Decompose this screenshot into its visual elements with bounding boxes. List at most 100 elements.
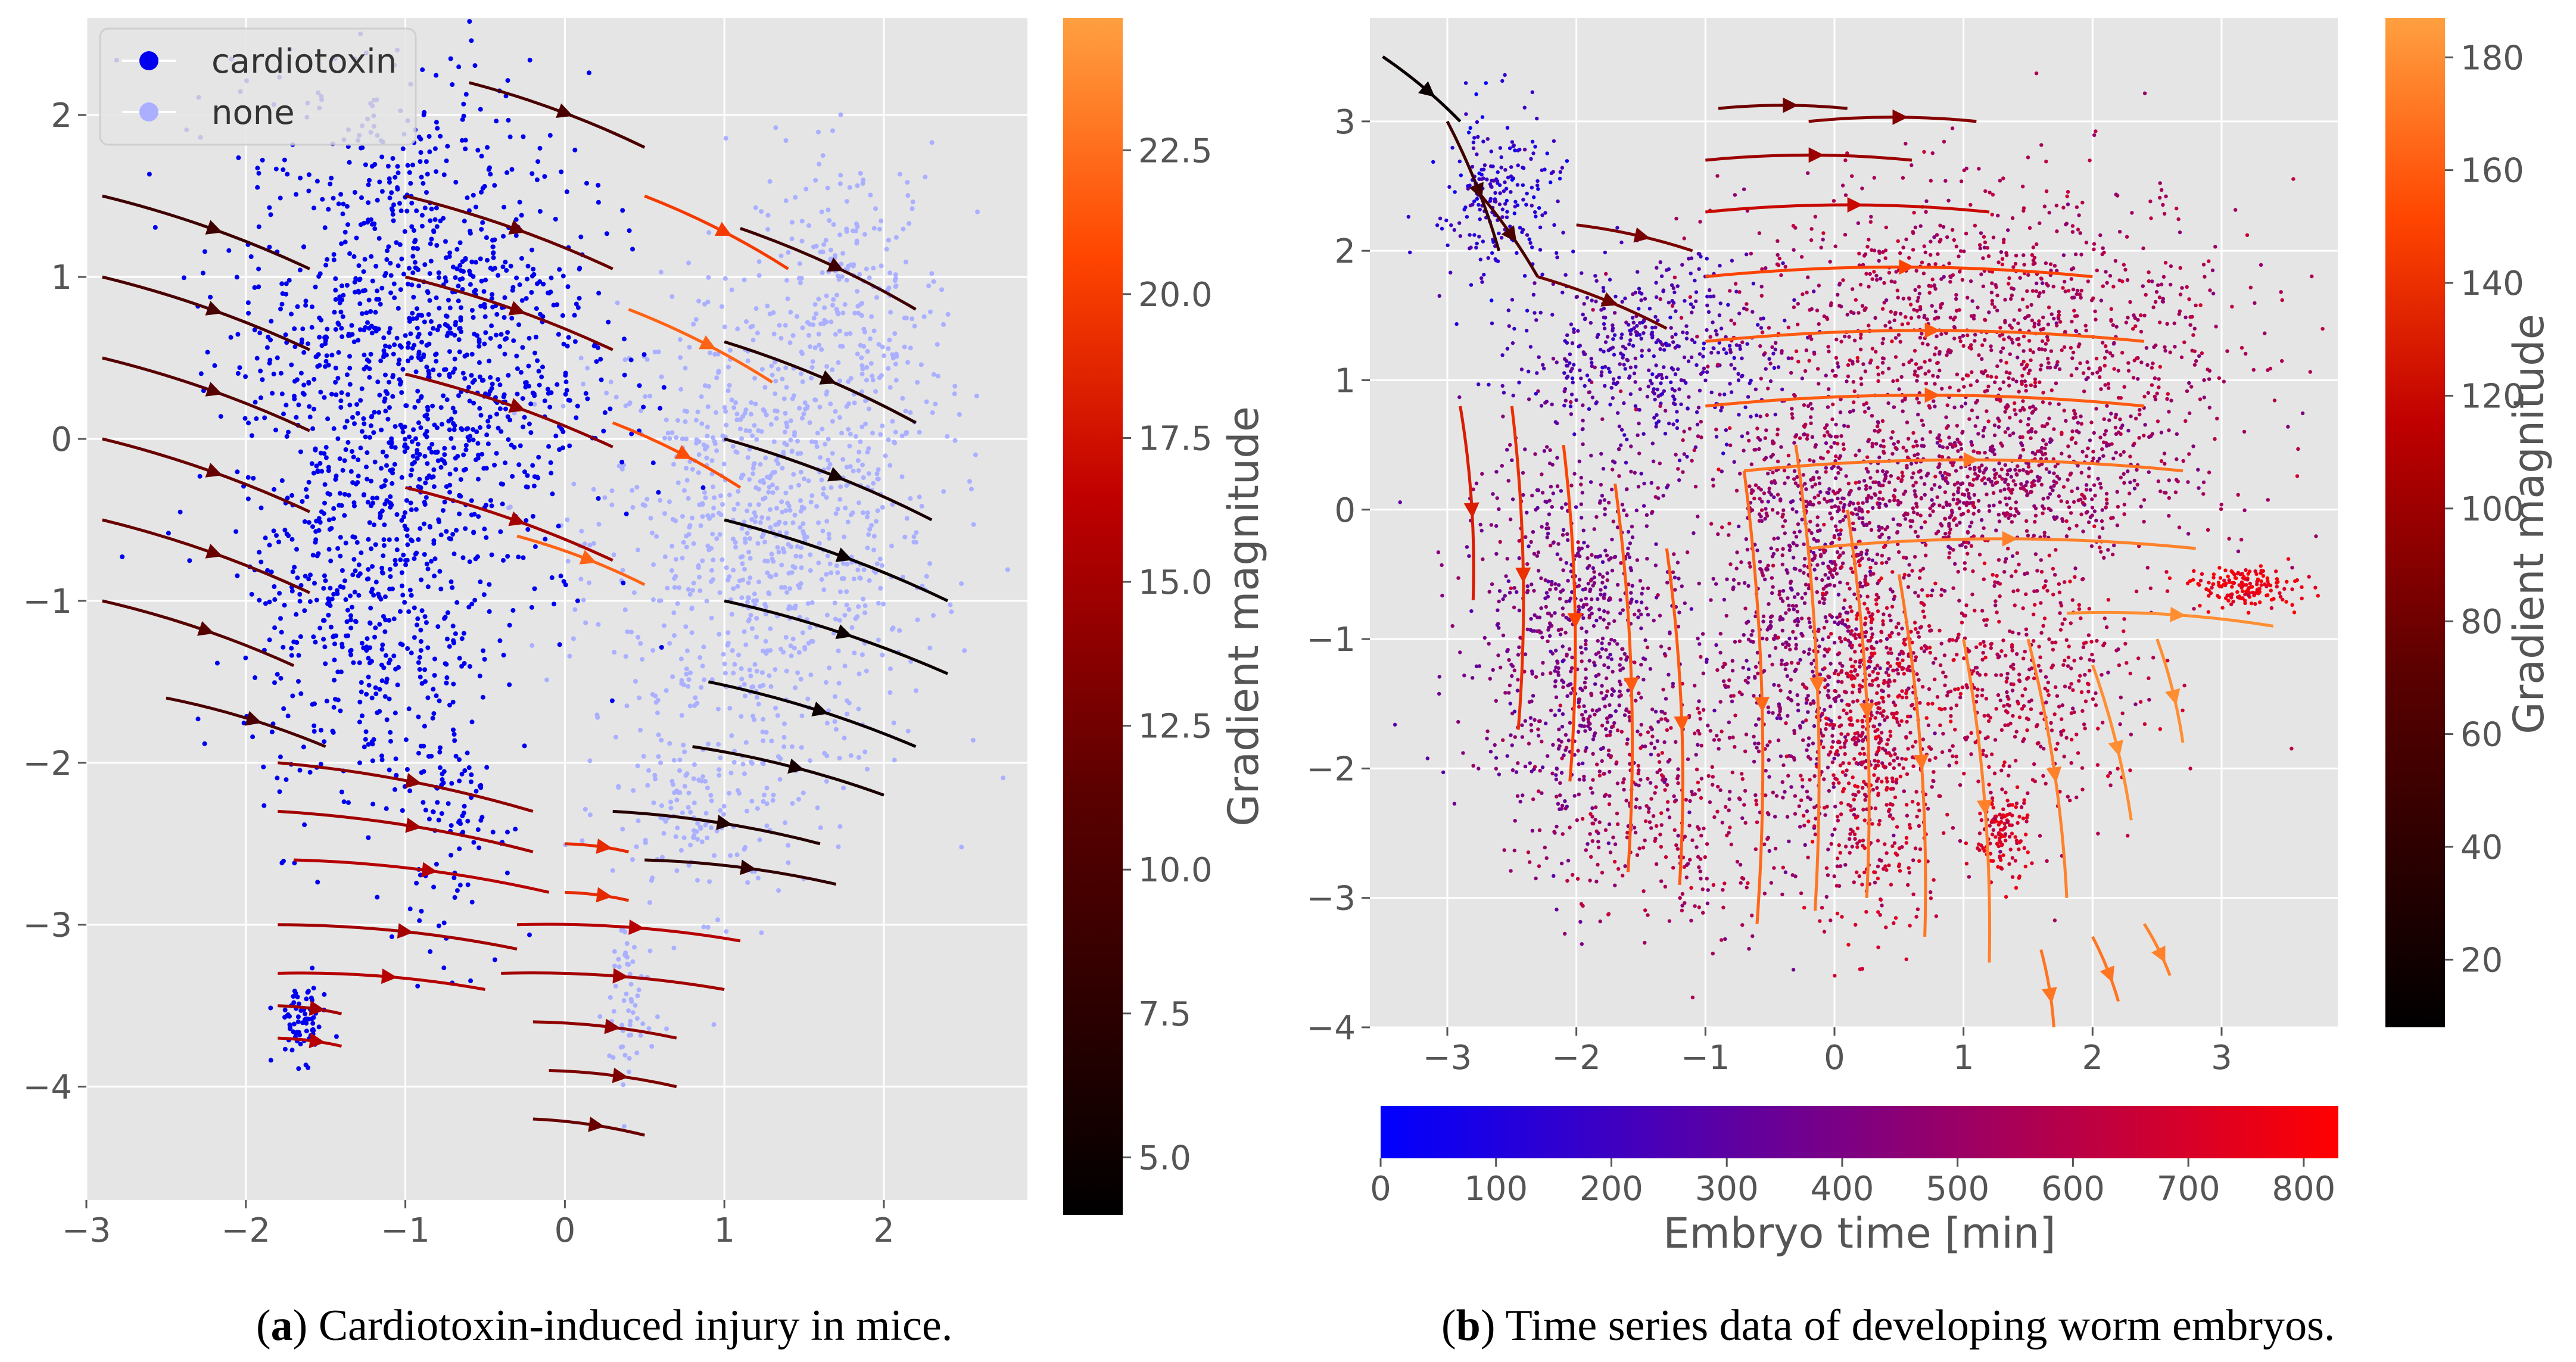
scatter-point: [1498, 146, 1503, 150]
scatter-point: [2210, 268, 2215, 273]
scatter-point: [1809, 238, 1814, 242]
streamline-arrowhead: [309, 1033, 326, 1049]
scatter-point-none: [874, 561, 880, 566]
scatter-point-none: [687, 592, 693, 597]
scatter-point-cardiotoxin: [524, 296, 529, 301]
scatter-point: [1590, 395, 1595, 400]
scatter-point-cardiotoxin: [519, 298, 525, 303]
scatter-point-none: [904, 259, 908, 264]
scatter-point-cardiotoxin: [297, 599, 303, 604]
scatter-point: [1664, 409, 1668, 413]
scatter-point-cardiotoxin: [401, 515, 406, 519]
scatter-point-none: [623, 953, 628, 958]
scatter-point: [2064, 419, 2068, 423]
scatter-point-none: [658, 760, 664, 765]
scatter-point-none: [658, 498, 663, 503]
scatter-point: [1531, 292, 1536, 297]
scatter-point-none: [749, 761, 755, 766]
scatter-point-cardiotoxin: [350, 449, 354, 454]
scatter-point-cardiotoxin: [394, 240, 399, 245]
scatter-point-none: [752, 423, 757, 428]
scatter-point: [2010, 341, 2015, 345]
scatter-point: [2105, 350, 2109, 354]
scatter-point: [2187, 297, 2191, 301]
scatter-point-cardiotoxin: [357, 277, 362, 282]
scatter-point: [1655, 413, 1659, 417]
scatter-point: [1929, 239, 1933, 244]
scatter-point-cardiotoxin: [500, 482, 506, 487]
scatter-point-cardiotoxin: [342, 239, 348, 245]
scatter-point-none: [834, 563, 839, 568]
scatter-point-cardiotoxin: [529, 604, 534, 610]
scatter-point-none: [762, 385, 768, 390]
scatter-point-none: [695, 837, 700, 842]
scatter-point-none: [693, 417, 699, 423]
scatter-point: [1916, 295, 1921, 300]
scatter-point-cardiotoxin: [450, 699, 456, 705]
scatter-point-cardiotoxin: [340, 211, 345, 217]
scatter-point-none: [671, 782, 675, 787]
scatter-point: [1851, 287, 1855, 291]
scatter-point-cardiotoxin: [387, 180, 392, 185]
scatter-point-cardiotoxin: [363, 162, 368, 167]
scatter-point: [2161, 297, 2165, 301]
scatter-point-cardiotoxin: [434, 862, 439, 867]
scatter-point-none: [789, 236, 795, 242]
scatter-point-cardiotoxin: [437, 698, 442, 703]
scatter-point-cardiotoxin: [513, 827, 518, 832]
scatter-point: [1537, 355, 1541, 359]
scatter-point-cardiotoxin: [370, 802, 376, 807]
scatter-point-cardiotoxin: [535, 358, 540, 363]
scatter-point: [1701, 370, 1705, 375]
scatter-point: [2042, 204, 2047, 208]
scatter-point-cardiotoxin: [295, 575, 300, 581]
scatter-point: [2147, 270, 2151, 275]
scatter-point-none: [629, 629, 634, 635]
scatter-point: [2113, 258, 2118, 263]
scatter-point: [1527, 397, 1531, 401]
scatter-point-cardiotoxin: [294, 547, 299, 552]
scatter-point: [1985, 374, 1990, 378]
scatter-point-cardiotoxin: [333, 366, 338, 370]
scatter-point: [2055, 323, 2059, 328]
x-tick-label: −3: [62, 1211, 111, 1250]
scatter-point-cardiotoxin: [528, 430, 534, 435]
scatter-point: [1494, 200, 1498, 204]
scatter-point: [1693, 278, 1697, 283]
scatter-point-cardiotoxin: [382, 396, 388, 401]
scatter-point: [1932, 283, 1936, 288]
scatter-point-none: [752, 717, 757, 722]
scatter-point-cardiotoxin: [438, 532, 444, 538]
scatter-point-cardiotoxin: [321, 637, 326, 642]
scatter-point-none: [926, 283, 932, 289]
scatter-point-none: [764, 801, 770, 806]
scatter-point-cardiotoxin: [606, 319, 611, 325]
scatter-point-cardiotoxin: [334, 633, 338, 638]
scatter-point-cardiotoxin: [272, 625, 278, 631]
scatter-point: [1852, 338, 1857, 342]
scatter-point-none: [973, 452, 978, 457]
scatter-point: [1954, 292, 1958, 297]
scatter-point-none: [751, 462, 756, 467]
scatter-point-cardiotoxin: [404, 557, 410, 563]
scatter-point-cardiotoxin: [432, 574, 437, 579]
scatter-point-cardiotoxin: [460, 286, 465, 292]
scatter-point-none: [789, 653, 794, 659]
scatter-point: [1938, 223, 1942, 227]
scatter-point-cardiotoxin: [282, 1015, 287, 1020]
scatter-point: [1478, 207, 1482, 212]
scatter-point-cardiotoxin: [416, 351, 422, 357]
scatter-point-cardiotoxin: [359, 195, 364, 200]
scatter-point-cardiotoxin: [479, 815, 485, 820]
scatter-point-cardiotoxin: [377, 179, 382, 185]
scatter-point-none: [890, 625, 896, 631]
legend-label-cardiotoxin: cardiotoxin: [211, 42, 397, 81]
scatter-point-cardiotoxin: [398, 557, 403, 562]
scatter-point-cardiotoxin: [479, 189, 484, 195]
scatter-point-cardiotoxin: [604, 231, 609, 236]
scatter-point-cardiotoxin: [450, 420, 456, 426]
scatter-point: [1985, 409, 1989, 413]
scatter-point-cardiotoxin: [424, 190, 429, 195]
scatter-point-none: [886, 238, 891, 243]
scatter-point: [1654, 363, 1658, 367]
